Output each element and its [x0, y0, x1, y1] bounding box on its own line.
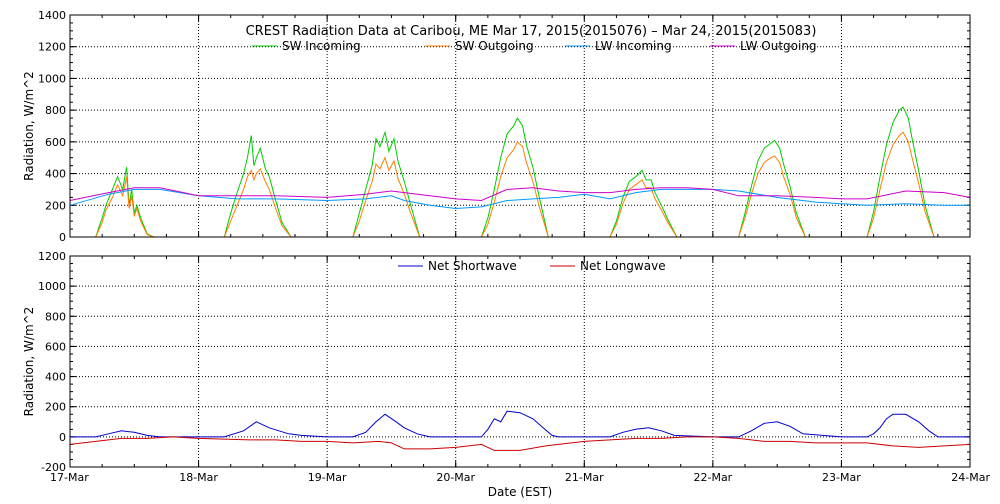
- y-tick-label: 200: [45, 199, 66, 212]
- x-tick-label: 21-Mar: [565, 471, 604, 484]
- y-tick-label: 600: [45, 340, 66, 353]
- x-tick-label: 24-Mar: [951, 471, 990, 484]
- series-line: [69, 187, 971, 202]
- y-tick-label: 0: [59, 431, 66, 444]
- series-line: [95, 131, 935, 238]
- y-axis-title: Radiation, W/m^2: [22, 71, 36, 181]
- legend-label: SW Outgoing: [455, 39, 534, 53]
- x-tick-label: 17-Mar: [50, 471, 89, 484]
- y-tick-label: 1000: [38, 280, 66, 293]
- plot-frame: [69, 14, 971, 238]
- y-tick-label: 0: [59, 231, 66, 244]
- y-tick-label: 800: [45, 104, 66, 117]
- series-line: [70, 410, 970, 438]
- y-tick-label: 1200: [38, 41, 66, 54]
- y-tick-label: -200: [41, 461, 66, 474]
- series-line: [69, 436, 971, 451]
- y-tick-label: 1200: [38, 250, 66, 263]
- y-tick-label: 400: [45, 168, 66, 181]
- y-tick-label: 200: [45, 401, 66, 414]
- series-line: [95, 106, 935, 238]
- legend-label: Net Shortwave: [428, 259, 517, 273]
- y-tick-label: 1400: [38, 9, 66, 22]
- y-tick-label: 1000: [38, 72, 66, 85]
- legend-label: SW Incoming: [282, 39, 361, 53]
- x-tick-label: 20-Mar: [436, 471, 475, 484]
- legend-label: Net Longwave: [580, 259, 666, 273]
- y-tick-label: 600: [45, 136, 66, 149]
- y-axis-title: Radiation, W/m^2: [22, 307, 36, 417]
- y-tick-label: 400: [45, 371, 66, 384]
- x-tick-label: 23-Mar: [822, 471, 861, 484]
- legend-label: LW Outgoing: [740, 39, 817, 53]
- series-line: [69, 188, 970, 210]
- legend-label: LW Incoming: [595, 39, 672, 53]
- x-tick-label: 19-Mar: [308, 471, 347, 484]
- plot-frame: [69, 255, 971, 468]
- x-tick-label: 18-Mar: [179, 471, 218, 484]
- chart-title: CREST Radiation Data at Caribou, ME Mar …: [246, 24, 817, 39]
- x-axis-title: Date (EST): [488, 485, 552, 499]
- x-tick-label: 22-Mar: [693, 471, 732, 484]
- y-tick-label: 800: [45, 310, 66, 323]
